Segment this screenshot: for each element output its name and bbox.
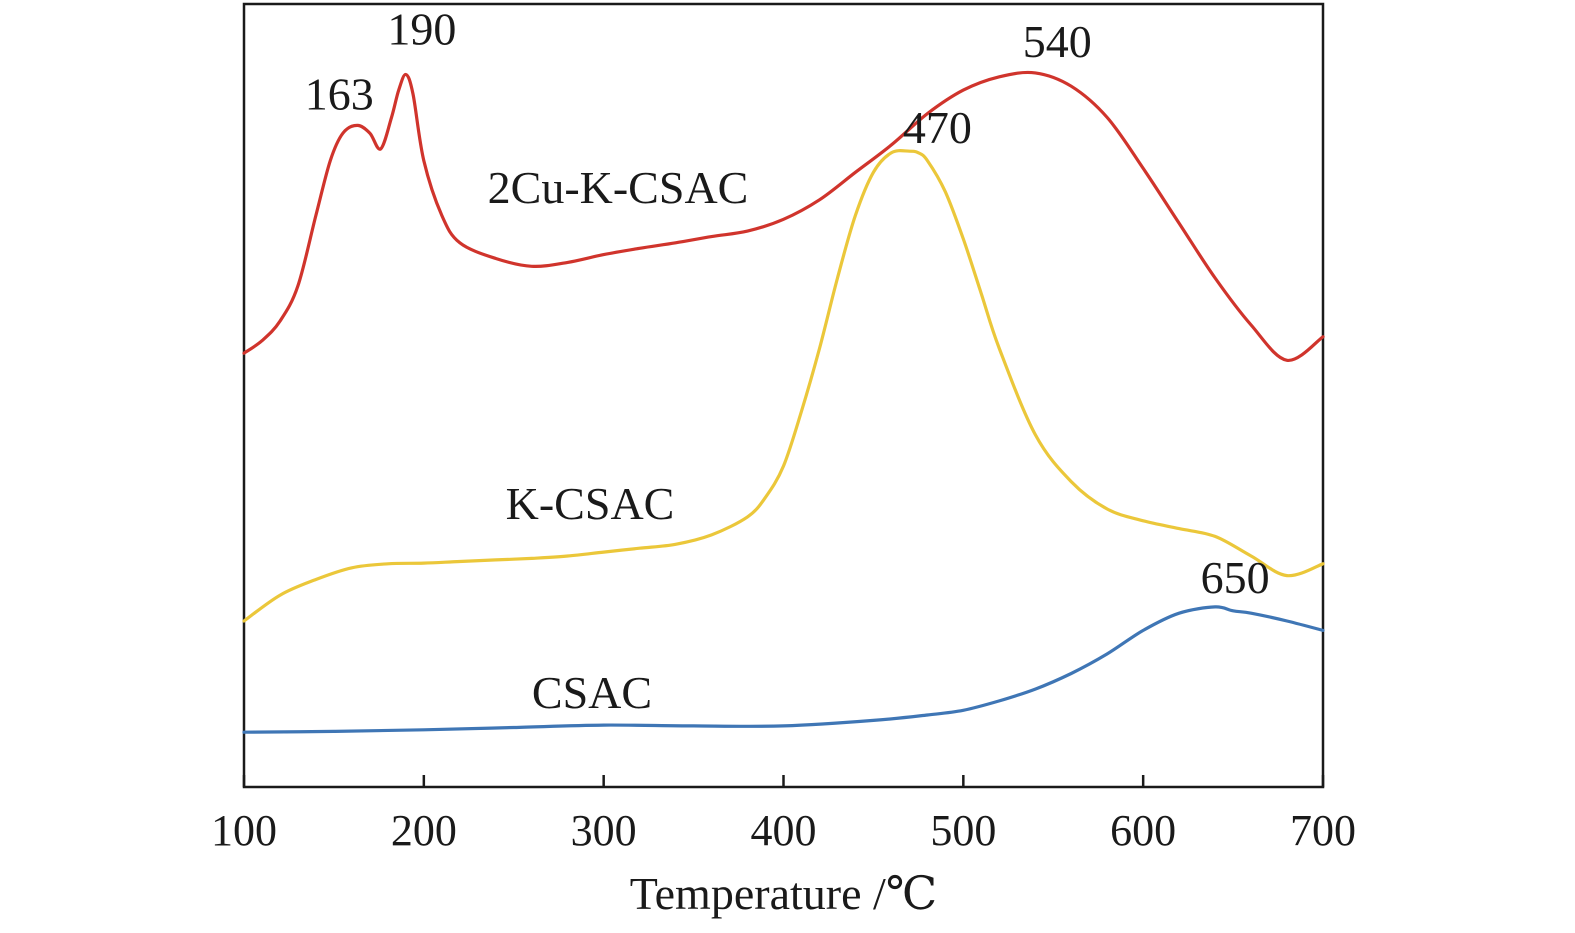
plot-frame <box>242 2 1325 789</box>
series-line-csac <box>242 605 1325 734</box>
peak-label-470: 470 <box>903 102 972 153</box>
x-axis-title: Temperature /℃ <box>630 868 938 919</box>
annotation-layer: 2Cu-K-CSAC K-CSAC CSAC 163 190 540 470 650 <box>305 3 1270 718</box>
x-tick-label-500: 500 <box>930 806 996 855</box>
x-tick-label-600: 600 <box>1110 806 1176 855</box>
series-label-k-csac: K-CSAC <box>506 478 675 529</box>
x-tick-label-700: 700 <box>1290 806 1356 855</box>
x-tick-label-400: 400 <box>751 806 817 855</box>
series-layer <box>242 70 1325 734</box>
x-tick-label-200: 200 <box>391 806 457 855</box>
series-line-k-csac <box>242 149 1325 623</box>
peak-label-163: 163 <box>305 68 374 119</box>
x-tick-label-300: 300 <box>571 806 637 855</box>
peak-label-190: 190 <box>387 3 456 54</box>
x-tick-label-100: 100 <box>211 806 277 855</box>
peak-label-650: 650 <box>1201 552 1270 603</box>
series-label-2cu-k-csac: 2Cu-K-CSAC <box>488 162 749 213</box>
series-label-csac: CSAC <box>532 667 652 718</box>
series-line-2cu-k-csac <box>242 70 1325 362</box>
peak-label-540: 540 <box>1023 16 1092 67</box>
x-axis: 100 200 300 400 500 600 700 <box>211 775 1356 855</box>
